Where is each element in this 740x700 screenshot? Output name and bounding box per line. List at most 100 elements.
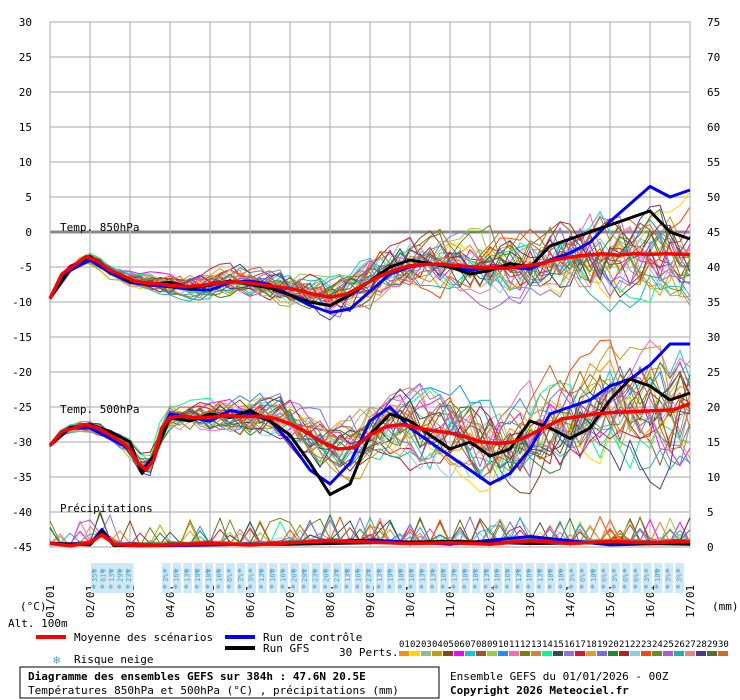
x-tick-label: 11/01 [444,585,457,618]
perturbation-line [49,382,691,475]
snowflake-icon: ❄ [312,567,316,575]
perturbation-swatch [652,651,662,656]
right-tick-label: 45 [707,226,720,239]
snow-risk-cell [621,563,631,593]
perturbation-swatch [597,651,607,656]
snowflake-icon: ❄ [419,567,423,575]
perturbation-swatch [410,651,420,656]
snowflake-icon: ❄ [117,583,121,591]
left-tick-label: 25 [19,51,32,64]
snowflake-icon: ❄ [259,567,263,575]
snow-risk-value: 29% [301,569,309,582]
snow-risk-value: 16% [440,569,448,582]
snowflake-icon: ❄ [248,567,252,575]
right-tick-label: 50 [707,191,720,204]
snow-risk-value: 23% [312,569,320,582]
snow-risk-value: 13% [108,569,116,582]
snowflake-icon: ❄ [291,567,295,575]
snowflake-icon: ❄ [676,567,680,575]
snowflake-icon: ❄ [526,583,530,591]
snow-risk-value: 13% [536,569,544,582]
snowflake-icon: ❄ [173,583,177,591]
snowflake-icon: ❄ [184,583,188,591]
snowflake-icon: ❄ [558,567,562,575]
snow-risk-cell [365,563,374,593]
snow-risk-value: 10% [590,569,598,582]
snowflake-icon: ❄ [334,583,338,591]
snowflake-icon: ❄ [665,583,669,591]
snowflake-icon: ❄ [205,583,209,591]
snowflake-icon: ❄ [644,567,648,575]
snow-risk-value: 3% [675,573,683,582]
snowflake-icon: ❄ [580,583,584,591]
snowflake-icon: ❄ [601,583,605,591]
perturbation-number: 05 [443,640,454,650]
perturbation-swatch [399,651,409,656]
snowflake-icon: ❄ [580,567,584,575]
perturbation-swatch [718,651,728,656]
right-tick-label: 10 [707,471,720,484]
x-tick-label: 14/01 [564,585,577,618]
label-temp-500hpa: Temp. 500hPa [60,403,139,416]
perturbation-swatch [542,651,552,656]
snowflake-icon: ❄ [515,583,519,591]
snowflake-icon: ❄ [590,567,594,575]
legend-perts-label: 30 Perts. [339,646,399,659]
snow-risk-value: 3% [611,573,619,582]
snow-risk-value: 13% [515,569,523,582]
legend-mean-label: Moyenne des scénarios [74,631,213,644]
perturbation-number: 27 [685,640,696,650]
x-tick-label: 04/01 [164,585,177,618]
snow-risk-value: 13% [376,569,384,582]
snowflake-icon: ❄ [355,567,359,575]
perturbation-swatch [509,651,519,656]
snowflake-icon: ❄ [558,583,562,591]
x-tick-label: 07/01 [284,585,297,618]
x-tick-label: 06/01 [244,585,257,618]
left-axis-unit: (°C) [20,600,47,613]
perturbation-number: 04 [432,640,443,650]
right-axis-unit: (mm) [712,600,739,613]
snow-risk-value: 23% [365,569,373,582]
snow-risk-value: 23% [333,569,341,582]
snowflake-icon: ❄ [430,567,434,575]
snow-risk-value: 16% [215,569,223,582]
left-tick-label: 10 [19,156,32,169]
snow-risk-value: 13% [451,569,459,582]
snowflake-icon: ❄ [387,567,391,575]
mean-precip-line [49,532,691,548]
snow-risk-cell [354,563,363,593]
perturbation-number: 30 [718,640,729,650]
snowflake-icon: ❄ [633,567,637,575]
perturbation-number: 28 [696,640,707,650]
snowflake-icon: ❄ [216,567,220,575]
main-series-lines [48,185,691,548]
snowflake-icon: ❄ [505,567,509,575]
right-tick-label: 0 [707,541,714,554]
x-tick-label: 15/01 [604,585,617,618]
perturbation-swatch [520,651,530,656]
snow-risk-cell [183,563,192,593]
perturbation-number: 07 [465,640,476,650]
snowflake-icon: ❄ [366,567,370,575]
snow-risk-value: 6% [226,573,234,582]
x-tick-label: 12/01 [484,585,497,618]
perturbation-number: 12 [520,640,531,650]
perturbation-number: 17 [575,640,586,650]
snow-risk-value: 16% [408,569,416,582]
snow-risk-cell [162,563,171,593]
perturbation-swatch [498,651,508,656]
snow-risk-value: 6% [633,573,641,582]
snow-risk-cell [525,563,535,593]
left-tick-label: 15 [19,121,32,134]
right-tick-label: 60 [707,121,720,134]
right-tick-label: 35 [707,296,720,309]
snow-risk-value: 13% [344,569,352,582]
perturbation-swatch [608,651,618,656]
perturbation-swatch [553,651,563,656]
perturbation-swatch [575,651,585,656]
snowflake-icon: ❄ [227,583,231,591]
snow-risk-value: 10% [654,569,662,582]
altitude-label: Alt. 100m [8,617,68,630]
